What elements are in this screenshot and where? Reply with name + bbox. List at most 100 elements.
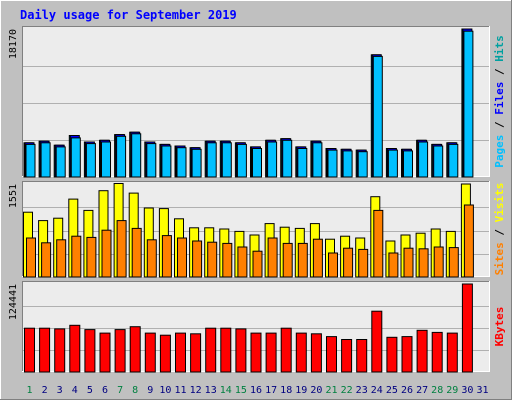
bar-kbytes-day-16 [250, 332, 262, 373]
bar-sites-day-28 [433, 246, 444, 278]
bar-sites-day-7 [116, 220, 127, 278]
y-axis-max-tick: 124441 [8, 284, 19, 320]
x-tick-label-day-18: 18 [280, 385, 292, 396]
x-tick-label-day-4: 4 [72, 385, 78, 396]
x-tick-label-day-13: 13 [205, 385, 217, 396]
bar-kbytes-day-14 [220, 327, 232, 373]
legend-separator: / [493, 222, 506, 242]
bar-sites-day-20 [312, 238, 323, 278]
bar-pages-day-16 [252, 148, 262, 178]
panel-3: 124441 KBytes [8, 281, 506, 373]
bar-sites-day-29 [448, 247, 459, 278]
x-tick-label-day-12: 12 [190, 385, 202, 396]
bar-sites-day-13 [207, 241, 218, 278]
bar-pages-day-10 [161, 145, 172, 178]
x-tick-label-day-14: 14 [220, 385, 232, 396]
bar-kbytes-day-6 [99, 332, 111, 373]
y-axis-max-tick: 1551 [8, 184, 19, 208]
x-tick-label-day-30: 30 [461, 385, 473, 396]
panel-legend-label: Pages / Files / Hits [493, 35, 506, 168]
bar-sites-day-23 [358, 248, 369, 278]
bar-sites-day-22 [343, 247, 354, 278]
bar-sites-day-30 [463, 204, 474, 278]
legend-pages: Pages [493, 135, 506, 168]
bar-pages-day-27 [418, 141, 429, 178]
legend-kbytes: KBytes [493, 307, 506, 347]
bar-pages-day-19 [297, 148, 308, 178]
bar-sites-day-8 [131, 227, 142, 278]
bar-pages-day-15 [236, 143, 247, 178]
legend-separator: / [493, 115, 506, 135]
bar-pages-day-21 [327, 149, 338, 178]
bar-kbytes-day-1 [24, 327, 35, 373]
x-tick-label-day-9: 9 [147, 385, 153, 396]
bar-kbytes-day-8 [129, 326, 141, 373]
x-tick-label-day-16: 16 [250, 385, 262, 396]
bar-sites-day-6 [101, 229, 112, 278]
bar-kbytes-day-4 [69, 324, 81, 373]
x-tick-label-day-5: 5 [87, 385, 93, 396]
bar-pages-day-18 [282, 139, 293, 178]
bar-sites-day-15 [237, 246, 248, 278]
x-tick-label-day-20: 20 [310, 385, 322, 396]
x-tick-label-day-17: 17 [265, 385, 277, 396]
bar-kbytes-day-21 [326, 336, 337, 373]
bar-sites-day-5 [86, 236, 97, 278]
bar-kbytes-day-27 [416, 329, 428, 373]
bar-kbytes-day-19 [295, 332, 307, 373]
panel-legend-label: KBytes [493, 307, 506, 347]
bar-sites-day-3 [56, 239, 67, 278]
bar-kbytes-day-17 [265, 332, 277, 373]
bar-pages-day-8 [131, 133, 142, 178]
y-axis-max-tick: 18170 [8, 29, 19, 59]
bar-kbytes-day-13 [205, 327, 217, 373]
panel-1: 18170 Pages / Files / Hits [8, 26, 506, 178]
bar-sites-day-9 [146, 239, 157, 278]
bar-kbytes-day-7 [114, 329, 126, 373]
legend-visits: Visits [493, 183, 506, 223]
bar-pages-day-29 [448, 143, 459, 178]
bar-pages-day-20 [312, 142, 323, 178]
bar-pages-day-1 [25, 143, 36, 178]
x-tick-label-day-25: 25 [386, 385, 398, 396]
bar-pages-day-28 [433, 145, 444, 178]
bar-kbytes-day-18 [280, 327, 292, 373]
bar-kbytes-day-3 [54, 328, 66, 373]
bar-kbytes-day-28 [431, 331, 443, 373]
x-tick-label-day-21: 21 [325, 385, 337, 396]
bar-kbytes-day-25 [386, 336, 398, 373]
bar-sites-day-10 [161, 235, 172, 278]
bar-sites-day-27 [418, 248, 429, 278]
bar-kbytes-day-2 [39, 327, 51, 373]
legend-hits: Hits [493, 35, 506, 62]
bar-pages-day-22 [342, 150, 353, 178]
x-tick-label-day-29: 29 [446, 385, 458, 396]
bar-sites-day-11 [177, 237, 187, 278]
x-tick-label-day-7: 7 [117, 385, 123, 396]
x-tick-label-day-3: 3 [57, 385, 63, 396]
bar-pages-day-2 [40, 142, 51, 178]
bar-sites-day-1 [26, 237, 36, 278]
bar-sites-day-26 [403, 247, 414, 278]
bar-kbytes-day-12 [190, 333, 202, 373]
bar-pages-day-23 [357, 151, 368, 178]
bar-pages-day-14 [221, 142, 232, 178]
x-tick-label-day-23: 23 [356, 385, 368, 396]
x-tick-label-day-2: 2 [42, 385, 48, 396]
x-tick-label-day-15: 15 [235, 385, 247, 396]
bar-sites-day-24 [373, 209, 384, 278]
bar-kbytes-day-15 [235, 328, 247, 373]
x-tick-label-day-11: 11 [174, 385, 186, 396]
bar-kbytes-day-22 [341, 339, 353, 373]
bar-kbytes-day-23 [356, 339, 368, 373]
bar-pages-day-9 [146, 143, 157, 178]
bar-kbytes-day-26 [401, 336, 413, 373]
bar-pages-day-7 [116, 135, 127, 178]
legend-separator: / [493, 62, 506, 82]
legend-sites: Sites [493, 242, 506, 275]
bar-pages-day-24 [372, 55, 383, 178]
bar-sites-day-4 [71, 235, 82, 278]
x-tick-label-day-1: 1 [26, 385, 32, 396]
x-tick-label-day-26: 26 [401, 385, 413, 396]
